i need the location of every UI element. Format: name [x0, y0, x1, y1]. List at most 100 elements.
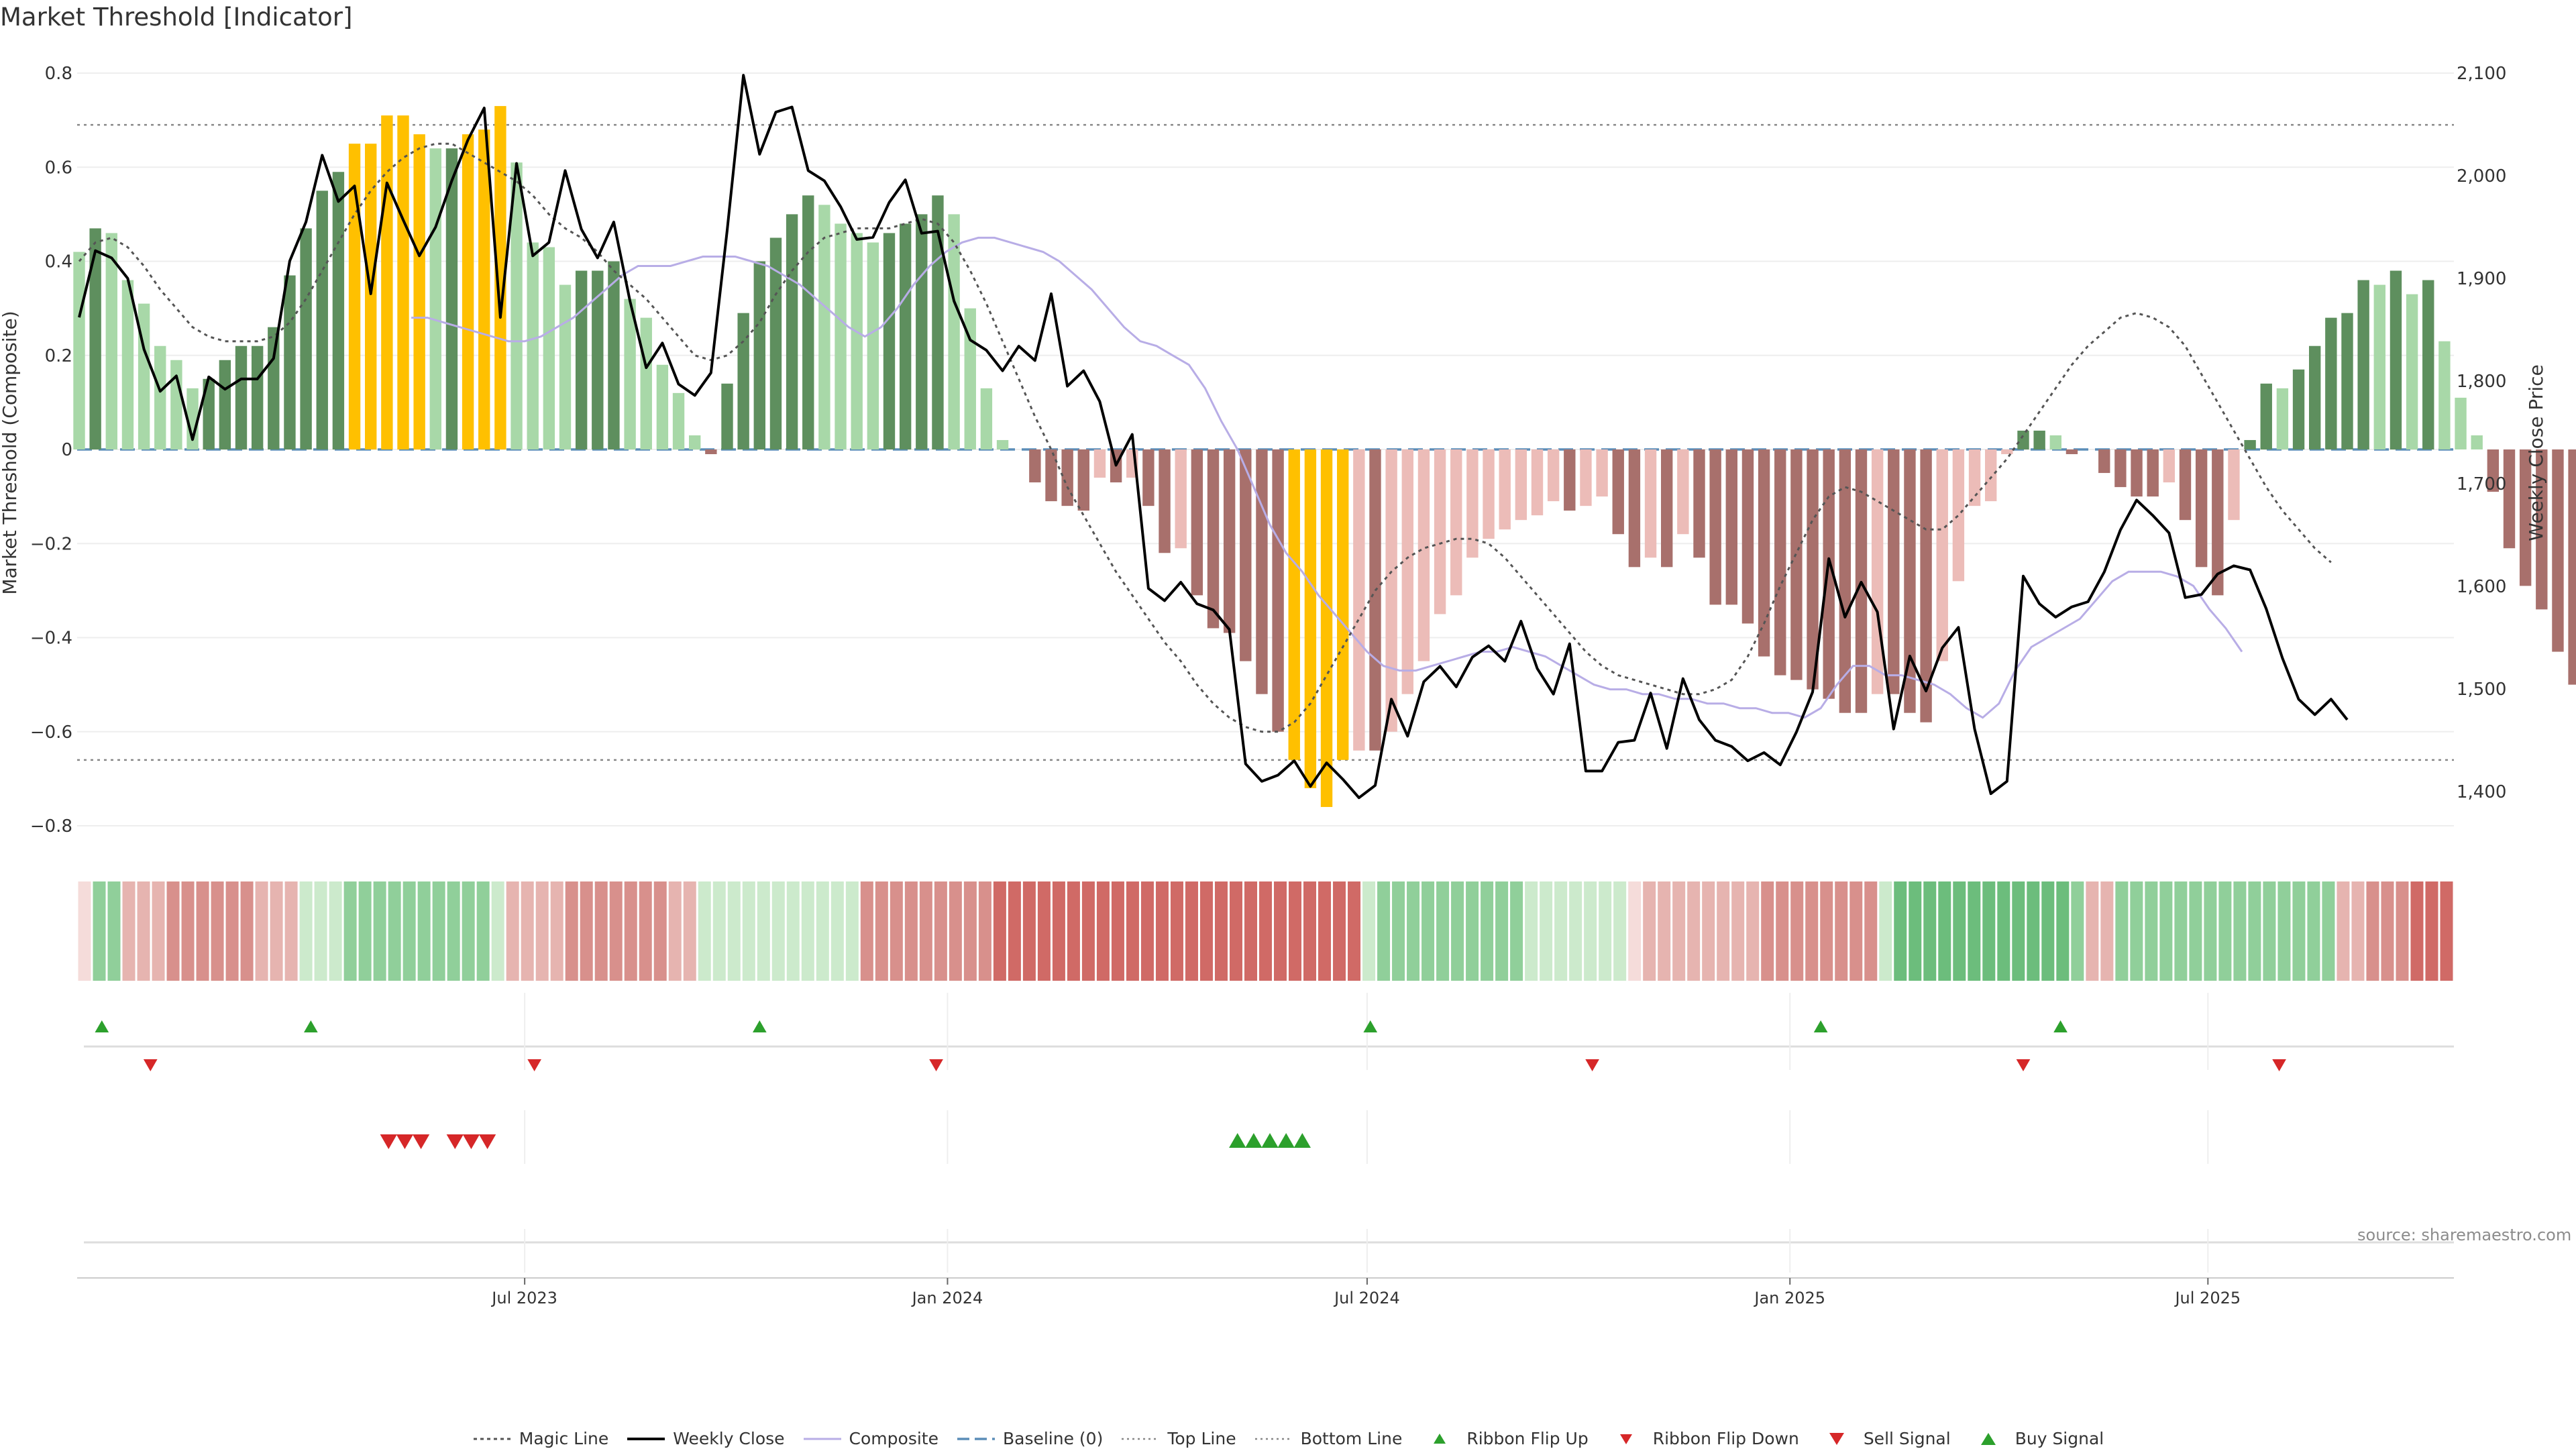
ribbon-flip-up-marker [95, 1020, 109, 1032]
ribbon-flip-down-marker [929, 1059, 943, 1071]
ribbon-cell [1081, 881, 1095, 981]
composite-bar [2406, 294, 2418, 449]
buy-signal-marker [1245, 1133, 1263, 1148]
composite-bar [1725, 449, 1737, 605]
ribbon-cell [2410, 881, 2424, 981]
ribbon-cell [122, 881, 136, 981]
ribbon-cell [2130, 881, 2143, 981]
ribbon-cell [1022, 881, 1036, 981]
buy-signal-marker [1293, 1133, 1311, 1148]
ribbon-cell [712, 881, 726, 981]
ribbon-cell [1584, 881, 1597, 981]
legend-label: Sell Signal [1863, 1429, 1951, 1448]
composite-bar [559, 284, 572, 449]
composite-bar [1029, 449, 1041, 483]
composite-bar [1644, 449, 1657, 558]
composite-bar [1353, 449, 1365, 751]
composite-bar [1466, 449, 1479, 558]
composite-bar [1580, 449, 1592, 506]
composite-bar [2536, 449, 2548, 610]
composite-bar [851, 233, 863, 449]
y2-tick-label: 1,800 [2457, 372, 2506, 392]
ribbon-cell [993, 881, 1006, 981]
legend-item-magic: Magic Line [472, 1429, 608, 1448]
legend-label: Ribbon Flip Down [1652, 1429, 1799, 1448]
ribbon-flip-down-marker [143, 1059, 158, 1071]
ribbon-cell [462, 881, 475, 981]
composite-bar [624, 299, 636, 449]
composite-bar [2390, 270, 2402, 449]
ribbon-cell [1525, 881, 1538, 981]
ribbon-cell [1776, 881, 1789, 981]
ribbon-cell [2115, 881, 2129, 981]
ribbon-cell [801, 881, 814, 981]
ribbon-cell [2145, 881, 2158, 981]
x-tick-label: Jan 2024 [911, 1289, 983, 1307]
composite-bar [1191, 449, 1203, 596]
legend-label: Baseline (0) [1002, 1429, 1104, 1448]
ribbon-cell [1761, 881, 1774, 981]
legend-item-flipdown: Ribbon Flip Down [1606, 1429, 1799, 1448]
ribbon-cell [1377, 881, 1391, 981]
ribbon-cell [447, 881, 460, 981]
composite-bar [2147, 449, 2159, 497]
y-axis-title: Market Threshold (Composite) [0, 311, 21, 594]
composite-bar [1304, 449, 1317, 788]
ribbon-cell [919, 881, 932, 981]
y-tick-label: 0.6 [45, 158, 72, 178]
composite-bar [1677, 449, 1689, 535]
weekly-close-line [78, 74, 2349, 800]
ribbon-cell [816, 881, 829, 981]
composite-bar [1369, 449, 1381, 751]
sell-signal-marker [380, 1134, 397, 1149]
composite-bar [478, 129, 490, 449]
legend-item-close: Weekly Close [626, 1429, 785, 1448]
legend-symbol-top [1120, 1432, 1161, 1446]
sell-signal-marker [396, 1134, 414, 1149]
y2-tick-label: 2,100 [2457, 64, 2506, 84]
legend-symbol-buy [1968, 1432, 2008, 1446]
ribbon-cell [1096, 881, 1110, 981]
ribbon-cell [2351, 881, 2365, 981]
y-tick-label: 0.8 [45, 64, 72, 84]
ribbon-cell [742, 881, 755, 981]
legend-label: Composite [849, 1429, 938, 1448]
ribbon-cell [2263, 881, 2276, 981]
composite-bar [867, 242, 879, 449]
ribbon-cell [1481, 881, 1494, 981]
composite-bar [170, 360, 182, 449]
composite-bar [251, 345, 264, 449]
composite-bar [1807, 449, 1819, 690]
legend-item-buy: Buy Signal [1968, 1429, 2104, 1448]
composite-bar [592, 270, 604, 449]
composite-bar [316, 191, 328, 449]
composite-bar [1839, 449, 1851, 713]
composite-bar [640, 317, 652, 449]
ribbon-cell [255, 881, 268, 981]
axes: 0.8 0.6 0.4 0.2 0 −0.2 −0.4 −0.6 −0.8 2,100 2,000 1… [0, 64, 2547, 837]
ribbon-cell [1185, 881, 1198, 981]
composite-bar [1320, 449, 1333, 807]
composite-bar [2519, 449, 2532, 586]
composite-bar [964, 308, 976, 449]
ribbon-cell [1820, 881, 1833, 981]
composite-bar [2212, 449, 2224, 596]
ribbon-flip-up-marker [1363, 1020, 1378, 1032]
composite-bar [1337, 449, 1349, 760]
ribbon-cell [1953, 881, 1966, 981]
ribbon-cell [1628, 881, 1642, 981]
ribbon-cell [594, 881, 608, 981]
composite-bar [1483, 449, 1495, 539]
ribbon-cell [1067, 881, 1080, 981]
composite-bar [1774, 449, 1786, 676]
composite-bar [235, 345, 248, 449]
magic-line [78, 142, 2332, 733]
composite-bar [1904, 449, 1916, 713]
y2-tick-label: 1,600 [2457, 577, 2506, 597]
composite-bar [284, 275, 296, 449]
y2-tick-label: 1,500 [2457, 680, 2506, 700]
ribbon-cell [1362, 881, 1376, 981]
ribbon-cell [1540, 881, 1553, 981]
composite-bar [2017, 430, 2029, 449]
ribbon-cell [1864, 881, 1878, 981]
